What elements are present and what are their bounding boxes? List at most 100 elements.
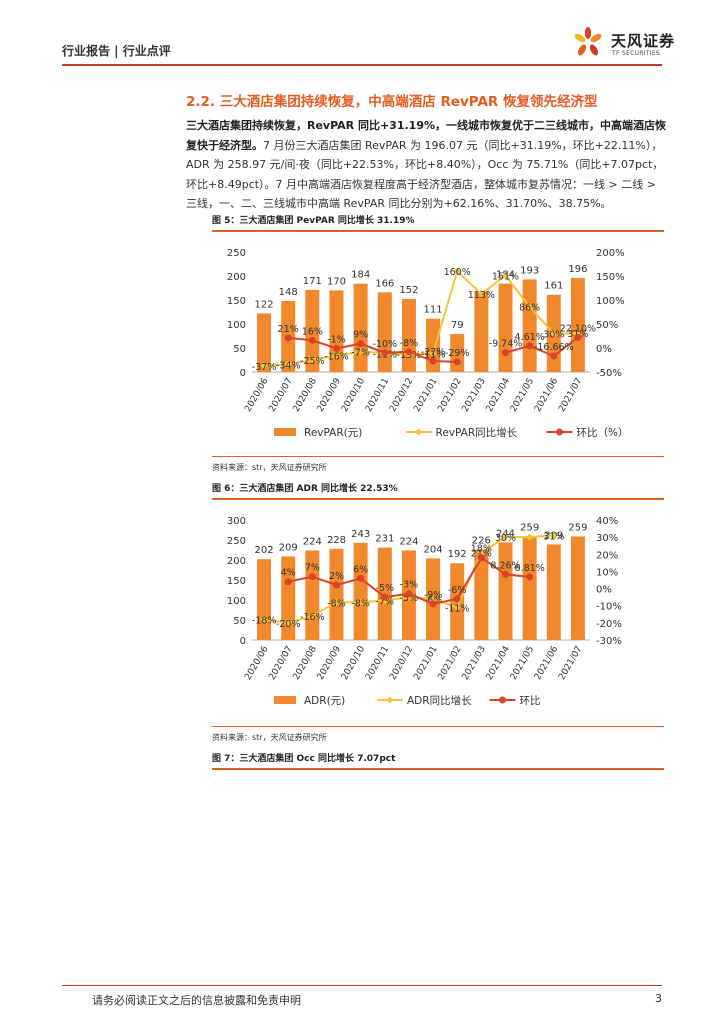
chart-revpar-svg: 0 50 100 150 200 250 -50% 0% 50% 100% 150% 200% 2020… (227, 248, 629, 439)
mom-point (453, 358, 461, 366)
mom-point (429, 357, 437, 365)
y-right-tick-label: 30% (596, 533, 618, 544)
mom-value-label: -5% (376, 583, 395, 594)
bar-value-label: 161 (544, 281, 563, 292)
mom-value-label: -9% (424, 590, 443, 601)
bar-value-label: 224 (399, 536, 418, 547)
bar (474, 549, 489, 640)
bar (522, 536, 537, 640)
logo-name: 天风证券 (611, 32, 676, 50)
figure-6-source: 资料来源：str，天风证券研究所 (212, 733, 327, 742)
mom-value-label: 6.81% (515, 563, 545, 574)
mom-value-label: -3% (400, 580, 419, 591)
mom-point (405, 348, 413, 356)
yoy-point (429, 349, 437, 357)
mom-value-label: 4.61% (515, 332, 545, 343)
yoy-point (477, 290, 485, 298)
mom-value-label: 8.26% (490, 560, 520, 571)
bar-value-label: 209 (279, 542, 298, 553)
mom-point (453, 595, 461, 603)
yoy-point (308, 612, 316, 620)
y-left-tick-label: 0 (240, 368, 246, 379)
x-tick-label: 2020/08 (292, 376, 319, 414)
y-left-tick-label: 50 (233, 616, 246, 627)
legend-marker (499, 696, 506, 704)
bar-value-label: 192 (448, 549, 467, 560)
figure-7-top-rule (212, 768, 664, 770)
y-right-tick-label: 150% (596, 272, 625, 283)
figure-6-top-rule (212, 498, 664, 500)
bar-value-label: 224 (303, 536, 322, 547)
y-left-tick-label: 250 (227, 248, 246, 259)
bar (281, 556, 296, 640)
yoy-point (526, 303, 534, 311)
y-left-tick-label: 100 (227, 596, 246, 607)
yoy-value-label: -7% (376, 597, 395, 608)
x-tick-label: 2021/03 (461, 377, 488, 414)
mom-value-label: -27% (421, 347, 446, 358)
bar (546, 544, 561, 640)
yoy-point (308, 356, 316, 364)
yoy-point (260, 615, 268, 623)
bar (570, 277, 585, 372)
yoy-value-label: -11% (445, 603, 470, 614)
yoy-point (429, 595, 437, 603)
bar-value-label: 196 (568, 264, 587, 275)
bar-value-label: 231 (375, 534, 394, 545)
x-tick-label: 2020/11 (364, 377, 391, 414)
x-tick-label: 2020/12 (388, 377, 415, 414)
yoy-point (502, 272, 509, 280)
y-right-tick-label: 10% (596, 567, 618, 578)
bar (257, 313, 272, 372)
x-tick-label: 2021/07 (557, 377, 584, 414)
bar (498, 283, 513, 372)
bar-value-label: 228 (327, 535, 346, 546)
footer-disclaimer: 请务必阅读正文之后的信息披露和免责申明 (92, 994, 301, 1007)
yoy-value-label: -6% (424, 595, 443, 606)
mom-point (526, 573, 534, 581)
bar (522, 279, 537, 372)
yoy-value-label: -25% (300, 356, 325, 367)
mom-point (477, 554, 485, 562)
mom-value-label: -8% (400, 338, 419, 349)
mom-point (333, 581, 340, 589)
yoy-point (333, 352, 340, 360)
bar (305, 289, 320, 372)
mom-point (333, 344, 340, 352)
legend-swatch-bar (274, 696, 296, 704)
chart-revpar: 0 50 100 150 200 250 -50% 0% 50% 100% 150% 200% 2020… (212, 240, 664, 450)
mom-point (357, 574, 365, 582)
mom-point (526, 342, 534, 350)
x-tick-label: 2021/04 (485, 376, 512, 414)
x-tick-label: 2020/06 (243, 644, 270, 682)
bar (353, 283, 368, 372)
bar (474, 291, 489, 372)
x-tick-label: 2021/03 (461, 645, 488, 682)
yoy-value-label: -11% (421, 349, 446, 360)
yoy-point (357, 598, 365, 606)
figure-7-title: 图 7：三大酒店集团 Occ 同比增长 7.07pct (212, 754, 396, 764)
mom-point (550, 352, 558, 360)
yoy-value-label: -7% (351, 347, 370, 358)
yoy-value-label: -5% (400, 593, 419, 604)
mom-point (381, 349, 389, 357)
legend-label: ADR同比增长 (407, 694, 472, 707)
bar-value-label: 226 (472, 536, 491, 547)
y-right-tick-label: -10% (596, 602, 622, 613)
yoy-value-label: 30% (543, 330, 564, 341)
mom-value-label: 18% (471, 544, 492, 555)
mom-point (357, 340, 365, 348)
mom-value-label: 2% (329, 571, 344, 582)
mom-value-label: 16% (302, 326, 323, 337)
yoy-value-label: -8% (351, 598, 370, 609)
x-tick-label: 2020/12 (388, 645, 415, 682)
paragraph-text: 7 月份三大酒店集团 RevPAR 为 196.07 元（同比+31.19%，环… (186, 138, 664, 211)
mom-value-label: -16.66% (534, 342, 574, 353)
y-left-tick-label: 200 (227, 272, 246, 283)
page-number: 3 (655, 992, 662, 1005)
y-left-tick-label: 200 (227, 556, 246, 567)
yoy-value-label: -37% (252, 362, 277, 373)
legend-marker (556, 428, 563, 436)
bar-value-label: 259 (568, 522, 587, 533)
yoy-point (284, 619, 292, 627)
